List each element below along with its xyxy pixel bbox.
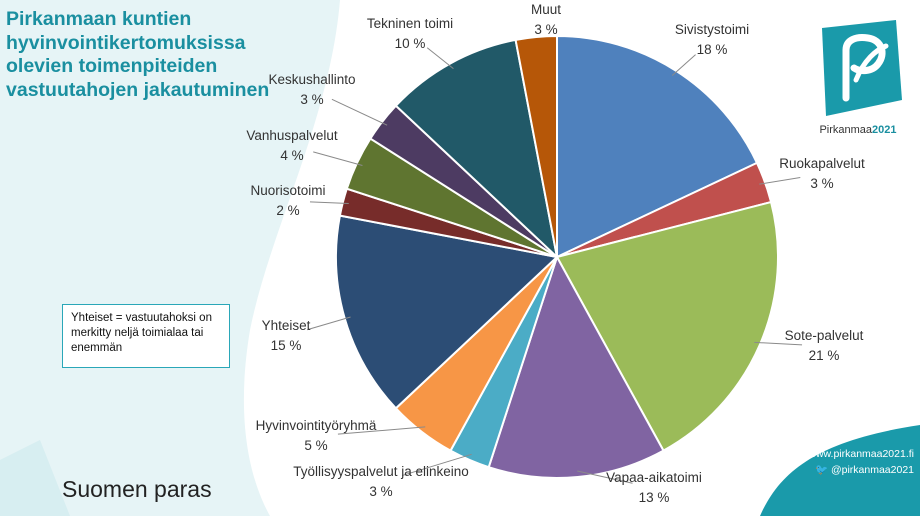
slice-label: Tekninen toimi 10 % xyxy=(367,16,453,51)
pie-slice-vapaa-aikatoimi xyxy=(487,254,665,479)
slice-label: Sivistystoimi 18 % xyxy=(675,22,749,57)
slice-label: Sote-palvelut 21 % xyxy=(785,328,864,363)
website-link[interactable]: www.pirkanmaa2021.fi xyxy=(808,448,914,460)
slice-labels: Sivistystoimi 18 % Ruokapalvelut 3 % Sote-pa… xyxy=(246,2,865,505)
leader-line xyxy=(306,316,351,331)
slice-label: Keskushallinto 3 % xyxy=(268,72,355,107)
footer-slogan: Suomen paras xyxy=(62,476,212,502)
leader-line xyxy=(577,470,633,484)
leader-line xyxy=(331,98,388,126)
leader-line xyxy=(426,47,454,69)
leader-line xyxy=(313,151,363,166)
leader-line xyxy=(754,341,803,346)
leader-lines xyxy=(306,47,803,484)
slice-label: Nuorisotoimi 2 % xyxy=(250,183,325,218)
pie-slice-muut xyxy=(514,34,558,258)
logo-text: Pirkanmaa2021 xyxy=(819,124,897,136)
slice-label: Hyvinvointityöryhmä 5 % xyxy=(256,418,377,453)
contact-links: www.pirkanmaa2021.fi 🐦 @pirkanmaa2021 xyxy=(780,446,914,478)
slice-label: Vapaa-aikatoimi 13 % xyxy=(606,470,702,505)
slide-title: Pirkanmaan kuntien hyvinvointikertomuksi… xyxy=(6,8,270,101)
slice-label: Ruokapalvelut 3 % xyxy=(779,156,865,191)
twitter-link[interactable]: 🐦 @pirkanmaa2021 xyxy=(814,464,914,476)
pirkanmaa-logo: Pirkanmaa2021 xyxy=(808,20,908,150)
note-box: Yhteiset = vastuutahoksi on merkitty nel… xyxy=(62,304,230,368)
slice-label: Työllisyyspalvelut ja elinkeino 3 % xyxy=(293,464,469,499)
logo-p-icon xyxy=(822,20,902,116)
pie-slice-sivistystoimi xyxy=(556,34,759,259)
pie-slice-sote-palvelut xyxy=(555,200,779,453)
leader-line xyxy=(337,426,426,435)
slice-label: Muut 3 % xyxy=(531,2,561,37)
pie-slices xyxy=(335,34,779,479)
slice-label: Vanhuspalvelut 4 % xyxy=(246,128,338,163)
leader-line xyxy=(759,177,801,185)
leader-line xyxy=(309,201,349,205)
leader-line xyxy=(671,54,696,76)
twitter-icon: 🐦 xyxy=(814,464,831,476)
pie-slice-tekninen-toimi xyxy=(394,38,559,260)
slice-label: Yhteiset 15 % xyxy=(262,318,311,353)
leader-line xyxy=(401,453,472,477)
